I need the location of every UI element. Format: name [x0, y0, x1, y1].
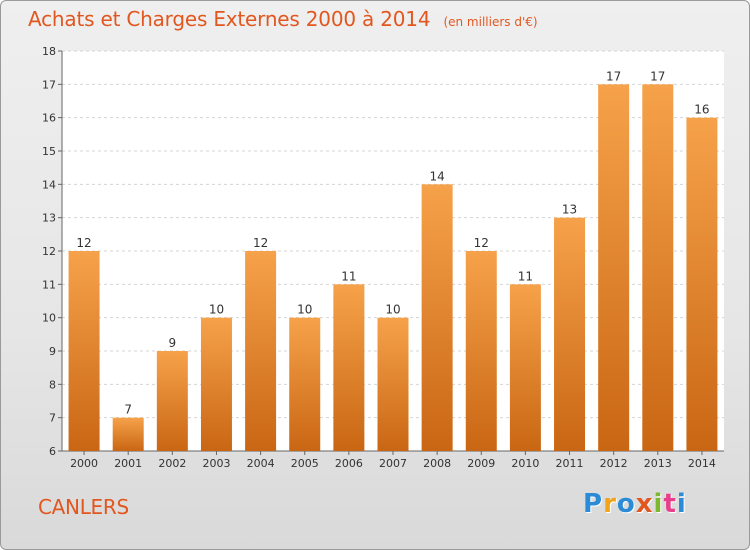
chart-unit: (en milliers d'€) — [443, 15, 538, 29]
bar-2001 — [112, 417, 144, 451]
logo-letter: i — [653, 489, 664, 519]
bar-value-label: 12 — [474, 236, 489, 250]
bar-value-label: 17 — [650, 69, 665, 83]
chart-title: Achats et Charges Externes 2000 à 2014 — [28, 7, 431, 31]
bar-value-label: 17 — [606, 69, 621, 83]
bar-2005 — [289, 317, 321, 451]
x-tick-label: 2002 — [158, 457, 186, 470]
bar-value-label: 11 — [341, 269, 356, 283]
bar-2000 — [68, 251, 100, 451]
y-tick-label: 14 — [42, 178, 56, 191]
bar-value-label: 13 — [562, 203, 577, 217]
y-tick-label: 16 — [42, 112, 56, 125]
bar-value-label: 16 — [694, 103, 709, 117]
x-tick-label: 2007 — [379, 457, 407, 470]
logo-letter: o — [616, 489, 636, 519]
y-tick-label: 18 — [42, 45, 56, 58]
bar-value-label: 7 — [124, 403, 132, 417]
y-tick-label: 9 — [49, 345, 56, 358]
y-tick-label: 15 — [42, 145, 56, 158]
bar-value-label: 12 — [253, 236, 268, 250]
y-tick-label: 7 — [49, 412, 56, 425]
bar-value-label: 9 — [169, 336, 177, 350]
x-tick-label: 2011 — [556, 457, 584, 470]
bar-2014 — [686, 117, 718, 452]
bar-2012 — [598, 84, 630, 451]
logo-letter: r — [603, 489, 617, 519]
y-tick-label: 13 — [42, 212, 56, 225]
bar-2011 — [554, 217, 586, 451]
x-tick-label: 2003 — [202, 457, 230, 470]
bar-2006 — [333, 284, 365, 451]
bar-2010 — [509, 284, 541, 451]
bar-2003 — [200, 317, 232, 451]
bar-value-label: 11 — [518, 269, 533, 283]
y-tick-label: 12 — [42, 245, 56, 258]
logo-letter: x — [635, 489, 654, 519]
y-tick-label: 11 — [42, 278, 56, 291]
bar-value-label: 10 — [209, 303, 224, 317]
x-tick-label: 2000 — [70, 457, 98, 470]
x-tick-label: 2001 — [114, 457, 142, 470]
bar-2009 — [465, 251, 497, 451]
logo-letter: P — [583, 489, 604, 519]
logo-letter: i — [676, 489, 687, 519]
bar-2004 — [245, 251, 277, 451]
city-name: CANLERS — [38, 495, 129, 519]
bar-value-label: 10 — [297, 303, 312, 317]
x-tick-label: 2014 — [688, 457, 716, 470]
logo-letter: t — [663, 489, 677, 519]
proxiti-logo: Proxiti — [583, 489, 687, 519]
bar-2002 — [156, 351, 188, 451]
bar-value-label: 10 — [385, 303, 400, 317]
x-tick-label: 2012 — [600, 457, 628, 470]
x-tick-label: 2008 — [423, 457, 451, 470]
bar-2007 — [377, 317, 409, 451]
x-tick-label: 2013 — [644, 457, 672, 470]
bar-2008 — [421, 184, 453, 452]
y-tick-label: 6 — [49, 445, 56, 458]
y-tick-label: 10 — [42, 312, 56, 325]
chart-header: Achats et Charges Externes 2000 à 2014 (… — [28, 7, 538, 31]
x-tick-label: 2004 — [247, 457, 275, 470]
x-tick-label: 2005 — [291, 457, 319, 470]
x-tick-label: 2010 — [511, 457, 539, 470]
bar-2013 — [642, 84, 674, 451]
bar-value-label: 14 — [429, 169, 444, 183]
y-tick-label: 17 — [42, 78, 56, 91]
x-tick-label: 2006 — [335, 457, 363, 470]
bar-value-label: 12 — [76, 236, 91, 250]
y-tick-label: 8 — [49, 378, 56, 391]
x-tick-label: 2009 — [467, 457, 495, 470]
